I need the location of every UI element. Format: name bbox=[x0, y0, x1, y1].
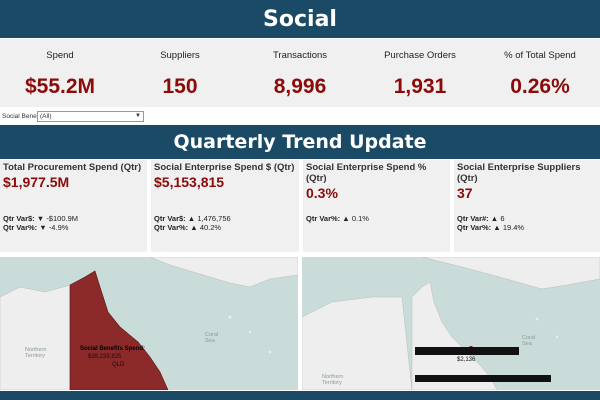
card-title: Social Enterprise Spend $ (Qtr) bbox=[154, 162, 295, 173]
kpi-spend: Spend $55.2M bbox=[0, 39, 120, 107]
var-value: 1,476,756 bbox=[197, 214, 231, 223]
card-title: Social Enterprise Suppliers (Qtr) bbox=[457, 162, 581, 184]
card-title: Total Procurement Spend (Qtr) bbox=[3, 162, 142, 173]
island bbox=[248, 330, 252, 334]
qld-state-shape bbox=[69, 270, 169, 390]
kpi-value: 1,931 bbox=[393, 75, 447, 98]
card-var-dollar: Qtr Var$: ▼ -$100.9M bbox=[3, 214, 78, 223]
kpi-value: 8,996 bbox=[273, 75, 327, 98]
var-label: Qtr Var%: bbox=[306, 214, 341, 223]
var-label: Qtr Var#: bbox=[457, 214, 489, 223]
kpi-value: 150 bbox=[162, 75, 198, 98]
card-var-dollar: Qtr Var$: ▲ 1,476,756 bbox=[154, 214, 231, 223]
point-value: $2,136 bbox=[457, 357, 476, 363]
up-arrow-icon: ▲ bbox=[493, 223, 501, 232]
var-value: -4.9% bbox=[48, 223, 69, 232]
card-var-percent: Qtr Var%: ▼ -4.9% bbox=[3, 223, 68, 232]
card-total-procurement: Total Procurement Spend (Qtr) $1,977.5M … bbox=[0, 160, 147, 252]
card-var-percent: Qtr Var%: ▲ 0.1% bbox=[306, 214, 369, 223]
card-var-count: Qtr Var#: ▲ 6 bbox=[457, 214, 504, 223]
map-social-benefits-by-state[interactable]: Northern Territory Coral Sea Social Bene… bbox=[0, 257, 298, 390]
land-queensland bbox=[411, 281, 498, 390]
var-value: 19.4% bbox=[502, 223, 525, 232]
up-arrow-icon: ▲ bbox=[190, 223, 198, 232]
page-title-text: Social bbox=[263, 6, 337, 32]
up-arrow-icon: ▲ bbox=[187, 214, 196, 223]
map-canvas bbox=[302, 257, 600, 390]
var-label: Qtr Var%: bbox=[457, 223, 492, 232]
tooltip-value: $39,239,825 bbox=[88, 354, 122, 360]
label-coral-sea: Coral Sea bbox=[205, 332, 219, 344]
redacted-label bbox=[415, 347, 519, 355]
card-social-enterprise-percent: Social Enterprise Spend % (Qtr) 0.3% Qtr… bbox=[303, 160, 450, 252]
kpi-suppliers: Suppliers 150 bbox=[120, 39, 240, 107]
land-papua-new-guinea bbox=[149, 257, 298, 288]
kpi-percent-total-spend: % of Total Spend 0.26% bbox=[480, 39, 600, 107]
redacted-label bbox=[415, 375, 551, 382]
var-value: -$100.9M bbox=[46, 214, 78, 223]
land-northern-territory bbox=[0, 284, 71, 390]
card-social-enterprise-suppliers: Social Enterprise Suppliers (Qtr) 37 Qtr… bbox=[454, 160, 600, 252]
tooltip-title: Social Benefits Spend: bbox=[80, 346, 146, 352]
var-value: 6 bbox=[500, 214, 505, 223]
card-social-enterprise-spend: Social Enterprise Spend $ (Qtr) $5,153,8… bbox=[151, 160, 299, 252]
filter-row: Social Benefit (All) ▼ bbox=[0, 110, 600, 124]
kpi-label: Transactions bbox=[272, 50, 328, 61]
section-title-text: Quarterly Trend Update bbox=[173, 131, 427, 153]
kpi-value: 0.26% bbox=[510, 75, 570, 98]
kpi-label: % of Total Spend bbox=[504, 50, 576, 61]
card-value: $5,153,815 bbox=[154, 174, 225, 190]
up-arrow-icon: ▲ bbox=[342, 214, 350, 223]
card-title: Social Enterprise Spend % (Qtr) bbox=[306, 162, 427, 184]
filter-label: Social Benefit bbox=[2, 113, 42, 120]
tooltip-region: QLD bbox=[112, 362, 125, 368]
up-arrow-icon: ▲ bbox=[490, 214, 499, 223]
island bbox=[268, 350, 272, 354]
kpi-label: Suppliers bbox=[160, 50, 200, 61]
kpi-transactions: Transactions 8,996 bbox=[240, 39, 360, 107]
island bbox=[228, 315, 232, 319]
social-benefit-dropdown[interactable]: (All) ▼ bbox=[37, 111, 144, 122]
land-northern-territory bbox=[302, 296, 413, 390]
label-northern-territory: Northern Territory bbox=[322, 374, 344, 386]
var-label: Qtr Var$: bbox=[154, 214, 186, 223]
var-value: 40.2% bbox=[199, 223, 222, 232]
var-label: Qtr Var$: bbox=[3, 214, 35, 223]
kpi-label: Spend bbox=[46, 50, 74, 61]
island bbox=[535, 317, 539, 321]
card-value: 37 bbox=[457, 185, 473, 201]
island bbox=[555, 335, 559, 339]
chevron-down-icon: ▼ bbox=[135, 113, 141, 119]
var-value: 0.1% bbox=[351, 214, 369, 223]
kpi-purchase-orders: Purchase Orders 1,931 bbox=[360, 39, 480, 107]
down-arrow-icon: ▼ bbox=[36, 214, 45, 223]
card-var-percent: Qtr Var%: ▲ 19.4% bbox=[457, 223, 524, 232]
map-canvas bbox=[0, 257, 298, 390]
footer-bar bbox=[0, 391, 600, 400]
land-papua-new-guinea bbox=[421, 257, 600, 290]
down-arrow-icon: ▼ bbox=[39, 223, 47, 232]
section-title: Quarterly Trend Update bbox=[0, 125, 600, 159]
var-label: Qtr Var%: bbox=[3, 223, 38, 232]
kpi-value: $55.2M bbox=[24, 75, 96, 98]
kpi-label: Purchase Orders bbox=[384, 50, 456, 61]
kpi-strip: Spend $55.2M Suppliers 150 Transactions … bbox=[0, 39, 600, 107]
card-value: $1,977.5M bbox=[3, 174, 70, 190]
page-title: Social bbox=[0, 0, 600, 38]
trend-cards: Total Procurement Spend (Qtr) $1,977.5M … bbox=[0, 160, 600, 252]
var-label: Qtr Var%: bbox=[154, 223, 189, 232]
map-social-benefits-points[interactable]: Northern Territory Coral Sea $2,136 bbox=[302, 257, 600, 390]
label-northern-territory: Northern Territory bbox=[25, 347, 47, 359]
card-value: 0.3% bbox=[306, 185, 338, 201]
label-coral-sea: Coral Sea bbox=[522, 335, 536, 347]
card-var-percent: Qtr Var%: ▲ 40.2% bbox=[154, 223, 221, 232]
dropdown-value: (All) bbox=[40, 113, 52, 120]
